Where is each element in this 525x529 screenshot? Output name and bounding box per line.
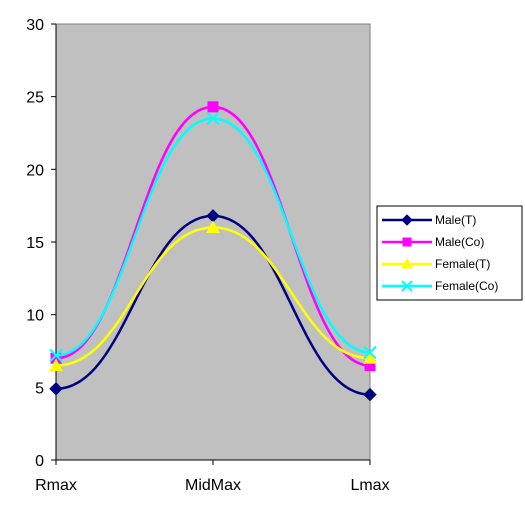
y-tick-label: 15 xyxy=(26,235,44,252)
x-axis: Rmax MidMax Lmax xyxy=(35,459,390,494)
data-point-diamond xyxy=(363,387,377,402)
legend-label: Male(Co) xyxy=(435,235,484,249)
series-female-co xyxy=(49,111,377,363)
data-point-triangle xyxy=(206,220,220,233)
legend-label: Female(T) xyxy=(435,257,490,271)
data-point-square xyxy=(402,237,412,247)
y-tick-label: 10 xyxy=(26,308,44,325)
legend-label: Male(T) xyxy=(435,213,476,227)
legend-item: Male(Co) xyxy=(382,235,484,249)
x-tick-label: Lmax xyxy=(350,477,389,494)
data-point-x xyxy=(363,345,377,360)
legend-item: Female(Co) xyxy=(382,279,498,293)
data-point-triangle xyxy=(401,257,413,269)
series-male-t xyxy=(49,209,377,402)
x-tick-label: Rmax xyxy=(35,477,77,494)
legend-item: Male(T) xyxy=(382,213,476,227)
y-tick-label: 25 xyxy=(26,90,44,107)
data-point-x xyxy=(401,280,413,292)
data-point-x xyxy=(49,348,63,363)
legend: Male(T) Male(Co) Female(T) Female(Co) xyxy=(376,205,523,301)
data-point-diamond xyxy=(401,214,413,226)
series-female-t xyxy=(49,220,377,372)
x-tick-label: MidMax xyxy=(185,477,241,494)
data-point-triangle xyxy=(49,358,63,372)
y-tick-label: 5 xyxy=(35,380,44,397)
legend-box xyxy=(376,205,523,301)
legend-item: Female(T) xyxy=(382,257,490,271)
data-point-square xyxy=(207,101,219,113)
plot-area xyxy=(55,23,371,461)
series-layer xyxy=(49,101,377,402)
legend-label: Female(Co) xyxy=(435,279,498,293)
y-tick-label: 0 xyxy=(35,453,44,470)
data-point-triangle xyxy=(363,351,377,364)
data-point-x xyxy=(206,111,220,126)
y-tick-label: 20 xyxy=(26,162,44,179)
data-point-diamond xyxy=(49,382,63,396)
y-tick-label: 30 xyxy=(26,17,44,34)
y-axis: 0 5 10 15 20 25 30 xyxy=(26,17,57,470)
